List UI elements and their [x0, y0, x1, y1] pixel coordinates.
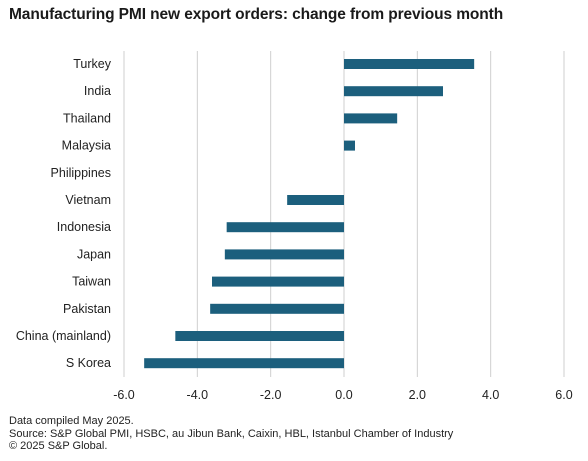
footer: Data compiled May 2025. Source: S&P Glob… — [9, 415, 453, 453]
category-label: Philippines — [51, 166, 111, 180]
category-label: Vietnam — [65, 193, 111, 207]
bar-india — [344, 86, 443, 97]
bar-vietnam — [287, 195, 344, 205]
bar-turkey — [344, 59, 475, 69]
category-label: Indonesia — [57, 220, 111, 234]
category-label: India — [84, 84, 111, 98]
bar-taiwan — [212, 276, 344, 287]
bar-chart: Turkey India Thailand Malaysia Philippines Vi… — [16, 51, 573, 402]
x-tick-label: -4.0 — [187, 388, 209, 402]
category-label: China (mainland) — [16, 329, 111, 343]
category-label: Malaysia — [62, 139, 111, 153]
category-label: Pakistan — [63, 302, 111, 316]
data-compiled-note: Data compiled May 2025. — [9, 415, 134, 427]
category-label: Thailand — [63, 111, 111, 125]
bar-japan — [224, 249, 344, 260]
x-tick-label: -2.0 — [260, 388, 282, 402]
category-label: S Korea — [66, 356, 111, 370]
x-tick-label: -6.0 — [113, 388, 135, 402]
category-label: Taiwan — [72, 275, 111, 289]
bar-pakistan — [210, 303, 344, 314]
bar-malaysia — [344, 140, 355, 151]
x-tick-labels: -6.0 -4.0 -2.0 0.0 2.0 4.0 6.0 — [113, 388, 573, 402]
category-label: Turkey — [73, 57, 111, 71]
x-tick-label: 0.0 — [335, 388, 352, 402]
bar-s-korea — [144, 358, 344, 369]
grid-lines — [123, 51, 565, 377]
x-tick-label: 2.0 — [409, 388, 426, 402]
bar-indonesia — [226, 222, 344, 233]
x-tick-label: 4.0 — [482, 388, 499, 402]
bar-thailand — [344, 113, 398, 124]
chart-title: Manufacturing PMI new export orders: cha… — [9, 6, 504, 23]
category-labels: Turkey India Thailand Malaysia Philippines Vi… — [16, 57, 112, 370]
source-note: Source: S&P Global PMI, HSBC, au Jibun B… — [9, 427, 454, 440]
bars — [144, 59, 475, 369]
bar-china-mainland — [175, 331, 344, 341]
x-tick-label: 6.0 — [555, 388, 572, 402]
copyright-note: © 2025 S&P Global. — [9, 440, 108, 452]
category-label: Japan — [77, 247, 111, 261]
